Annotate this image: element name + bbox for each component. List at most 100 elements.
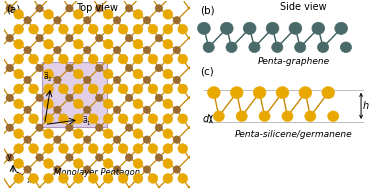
- Circle shape: [14, 24, 23, 34]
- Circle shape: [44, 144, 53, 153]
- Circle shape: [322, 87, 335, 99]
- Circle shape: [59, 144, 68, 153]
- Circle shape: [143, 17, 151, 24]
- Circle shape: [231, 87, 243, 99]
- Circle shape: [133, 129, 143, 139]
- Circle shape: [133, 84, 143, 94]
- Circle shape: [125, 34, 133, 42]
- Circle shape: [133, 159, 143, 168]
- Circle shape: [24, 17, 31, 24]
- Circle shape: [125, 64, 133, 72]
- Circle shape: [148, 24, 158, 34]
- Circle shape: [118, 84, 128, 94]
- Circle shape: [113, 17, 121, 24]
- Circle shape: [243, 22, 256, 34]
- Circle shape: [118, 114, 128, 124]
- Circle shape: [14, 159, 23, 168]
- Circle shape: [207, 87, 220, 99]
- Circle shape: [29, 54, 38, 64]
- Circle shape: [88, 84, 98, 94]
- Circle shape: [44, 84, 53, 94]
- Circle shape: [113, 136, 121, 143]
- Circle shape: [73, 174, 83, 183]
- Circle shape: [148, 114, 158, 124]
- Circle shape: [95, 94, 103, 101]
- Circle shape: [73, 69, 83, 79]
- Circle shape: [198, 22, 210, 34]
- Circle shape: [305, 111, 316, 122]
- Circle shape: [95, 5, 103, 12]
- Circle shape: [133, 9, 143, 19]
- Circle shape: [203, 42, 214, 53]
- Circle shape: [163, 144, 173, 153]
- Circle shape: [24, 166, 31, 173]
- Circle shape: [125, 124, 133, 131]
- Circle shape: [84, 136, 91, 143]
- Circle shape: [220, 22, 233, 34]
- Circle shape: [155, 154, 163, 161]
- Circle shape: [133, 114, 143, 124]
- Circle shape: [73, 144, 83, 153]
- Text: y: y: [7, 152, 12, 161]
- Circle shape: [14, 174, 23, 183]
- Circle shape: [143, 76, 151, 84]
- Text: h: h: [363, 101, 369, 111]
- Circle shape: [125, 94, 133, 101]
- Circle shape: [103, 54, 113, 64]
- Circle shape: [103, 24, 113, 34]
- Circle shape: [59, 174, 68, 183]
- Circle shape: [44, 69, 53, 79]
- Circle shape: [155, 5, 163, 12]
- Circle shape: [173, 166, 181, 173]
- Circle shape: [14, 129, 23, 139]
- Circle shape: [103, 174, 113, 183]
- Circle shape: [54, 76, 61, 84]
- Circle shape: [84, 106, 91, 114]
- Circle shape: [44, 114, 53, 124]
- Circle shape: [133, 54, 143, 64]
- Circle shape: [178, 84, 188, 94]
- Circle shape: [24, 46, 31, 54]
- Circle shape: [341, 42, 351, 53]
- Circle shape: [14, 84, 23, 94]
- Circle shape: [84, 76, 91, 84]
- Circle shape: [36, 154, 43, 161]
- Circle shape: [155, 64, 163, 72]
- Circle shape: [6, 5, 13, 12]
- Circle shape: [29, 114, 38, 124]
- Circle shape: [66, 154, 73, 161]
- Circle shape: [54, 17, 61, 24]
- Text: (c): (c): [200, 66, 214, 76]
- Circle shape: [44, 159, 53, 168]
- Circle shape: [253, 87, 266, 99]
- Circle shape: [118, 174, 128, 183]
- Circle shape: [36, 94, 43, 101]
- Text: Side view: Side view: [280, 2, 327, 12]
- Text: Penta-silicene/germanene: Penta-silicene/germanene: [235, 130, 352, 139]
- Circle shape: [66, 94, 73, 101]
- Circle shape: [163, 159, 173, 168]
- Circle shape: [73, 129, 83, 139]
- Circle shape: [36, 34, 43, 42]
- Circle shape: [173, 136, 181, 143]
- Circle shape: [259, 111, 270, 122]
- Circle shape: [66, 124, 73, 131]
- Circle shape: [44, 129, 53, 139]
- Circle shape: [66, 5, 73, 12]
- Circle shape: [266, 22, 279, 34]
- Circle shape: [178, 174, 188, 183]
- Circle shape: [163, 129, 173, 139]
- Circle shape: [6, 64, 13, 72]
- Circle shape: [163, 69, 173, 79]
- Circle shape: [173, 106, 181, 114]
- Circle shape: [54, 46, 61, 54]
- Circle shape: [24, 136, 31, 143]
- Circle shape: [155, 94, 163, 101]
- Circle shape: [29, 144, 38, 153]
- Circle shape: [103, 39, 113, 49]
- Circle shape: [84, 17, 91, 24]
- Circle shape: [133, 174, 143, 183]
- Circle shape: [73, 24, 83, 34]
- Text: $\vec{a}_2$: $\vec{a}_2$: [43, 70, 53, 84]
- Circle shape: [73, 114, 83, 124]
